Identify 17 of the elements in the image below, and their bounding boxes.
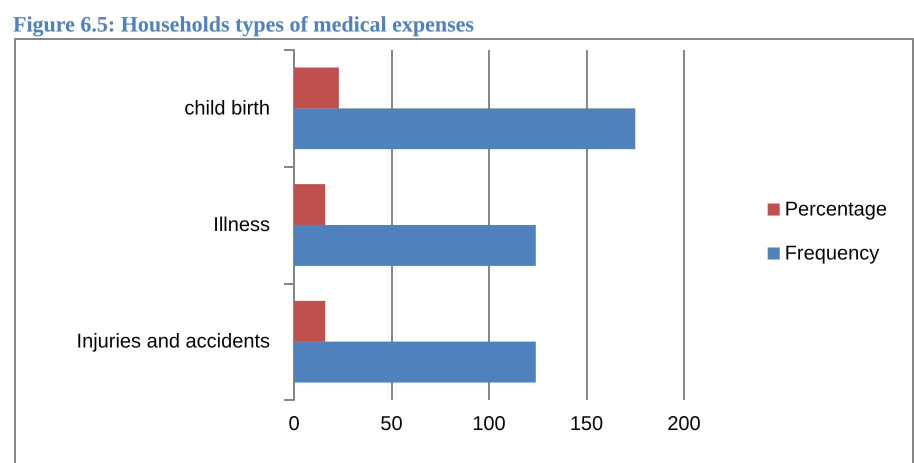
bar <box>294 184 326 225</box>
bar <box>294 342 536 382</box>
x-tick-label: 100 <box>472 413 506 435</box>
y-tick-label: child birth <box>184 97 270 120</box>
bar <box>294 300 326 342</box>
bar <box>294 68 339 108</box>
x-tick-label: 0 <box>288 413 300 435</box>
x-tick-label: 50 <box>380 413 403 435</box>
legend-label: Frequency <box>784 242 880 264</box>
y-tick-label: Illness <box>213 214 270 236</box>
x-tick-label: 200 <box>667 413 701 435</box>
bar <box>294 225 536 266</box>
bar <box>294 108 636 150</box>
y-tick-label: Injuries and accidents <box>76 330 270 353</box>
x-tick-label: 150 <box>570 413 604 435</box>
legend-label: Percentage <box>784 198 887 220</box>
chart-title: Figure 6.5: Households types of medical expenses <box>13 12 474 36</box>
